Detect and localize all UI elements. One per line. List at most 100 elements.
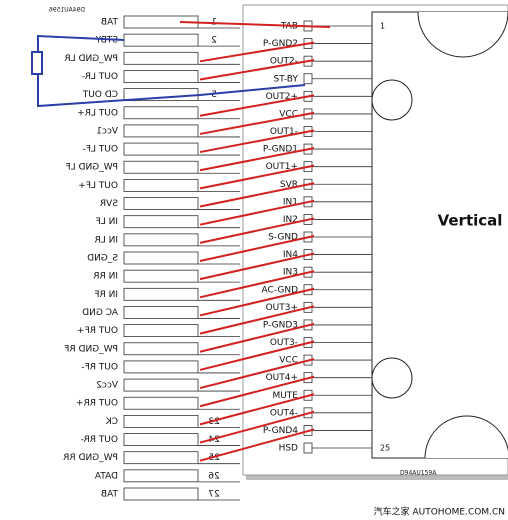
pin-label: OUT4+ (266, 373, 298, 383)
pin-label: CK (105, 417, 118, 427)
pin-label: VCC (279, 356, 298, 366)
left-code: D94AU1596 (49, 7, 85, 14)
pin-label: OUT LF- (83, 145, 118, 155)
pin-number: 27 (208, 490, 219, 500)
pin-label: SVR (100, 199, 118, 209)
pin-label: IN1 (283, 197, 298, 207)
blue-wiring (31, 34, 306, 108)
pin-label: IN4 (283, 250, 298, 260)
mount-hole (417, 11, 508, 58)
pin-label: IN LF (96, 217, 118, 227)
pin-label: CD OUT (82, 90, 118, 100)
red-line (199, 287, 315, 317)
pin-label: IN RR (93, 272, 118, 282)
pin-label: P-GND3 (263, 320, 298, 330)
red-line (199, 59, 315, 81)
pin-label: OUT1- (270, 127, 298, 137)
red-line (199, 164, 315, 190)
pin-number: 5 (211, 90, 217, 100)
pin-number: 25 (208, 453, 219, 463)
pin-label: OUT1+ (266, 162, 298, 172)
pin-label: OUT RR+ (76, 399, 118, 409)
pin-label: OUT LR- (82, 72, 118, 82)
pin-number: 24 (208, 435, 220, 445)
mount-hole (371, 357, 413, 399)
red-line (199, 340, 315, 371)
pin-label: IN RF (94, 290, 118, 300)
pin-box (123, 433, 199, 446)
pin-box (123, 378, 199, 392)
red-line (199, 129, 315, 154)
pin-box (123, 414, 199, 428)
red-line (199, 428, 315, 462)
pin-label: OUT2- (270, 57, 298, 67)
pin-box (123, 451, 199, 465)
red-line (199, 111, 315, 135)
pin-number: 25 (380, 444, 390, 453)
red-line (199, 305, 315, 335)
pin-label: AC GND (82, 308, 118, 318)
pin-label: PW_GND RF (64, 344, 118, 354)
pin-label: S_GND (87, 254, 118, 264)
pin-box (123, 342, 199, 356)
pin-label: TAB (101, 490, 119, 500)
pin-box (123, 197, 199, 210)
pin-label: MUTE (272, 391, 298, 401)
pin-box (123, 106, 199, 120)
pin-label: DATA (94, 471, 118, 481)
pin-box (303, 73, 313, 85)
red-line (199, 199, 315, 226)
pin-label: OUT LF+ (78, 181, 118, 191)
resistor (31, 51, 43, 75)
pin-label: OUT LR+ (77, 108, 118, 118)
pin-box (123, 469, 199, 483)
red-line (199, 375, 315, 408)
pin-box (123, 287, 199, 301)
pin-label: OUT2+ (266, 92, 298, 102)
pin-label: IN3 (283, 268, 298, 278)
red-line (199, 358, 315, 390)
pin-label: STBY (95, 36, 118, 46)
pin-number: 1 (380, 22, 385, 31)
pin-label: SVR (280, 180, 298, 190)
red-line (199, 147, 315, 172)
blue-wire (199, 84, 306, 96)
pin-label: VCC (279, 109, 298, 119)
pin-box (123, 51, 199, 65)
pin-label: OUT RR- (81, 435, 118, 445)
pin-box (123, 124, 199, 138)
red-line (199, 41, 315, 63)
pin-box (123, 142, 199, 156)
pin-label: OUT4- (270, 408, 298, 418)
pin-box (123, 33, 199, 47)
pin-label: P-GND1 (263, 145, 298, 155)
red-line (199, 410, 315, 444)
pin-label: IN2 (283, 215, 298, 225)
red-lines (199, 41, 315, 462)
red-line (179, 21, 331, 28)
pin-label: TAB (101, 18, 119, 28)
pin-number: 26 (208, 471, 220, 481)
pin-label: P-GND4 (263, 426, 298, 436)
pin-label: PW_GND LF (65, 163, 118, 173)
pin-box (123, 70, 199, 83)
red-line (199, 252, 315, 281)
pin-label: AC-GND (262, 285, 299, 295)
pin-box (123, 487, 199, 501)
red-line (199, 235, 315, 262)
pin-label: PW_GND RR (63, 453, 118, 463)
pin-label: S-GND (268, 233, 298, 243)
pin-label: Vcc1 (96, 126, 118, 136)
pin-label: Vcc2 (96, 381, 118, 391)
pin-number: 2 (211, 36, 217, 46)
pin-box (123, 215, 199, 229)
pin-box (123, 324, 199, 338)
red-line (199, 270, 315, 299)
pin-label: IN LR (94, 235, 118, 245)
pin-box (123, 269, 199, 283)
pin-label: ST-BY (274, 74, 299, 84)
pin-box (303, 442, 313, 454)
pin-box (123, 360, 199, 374)
